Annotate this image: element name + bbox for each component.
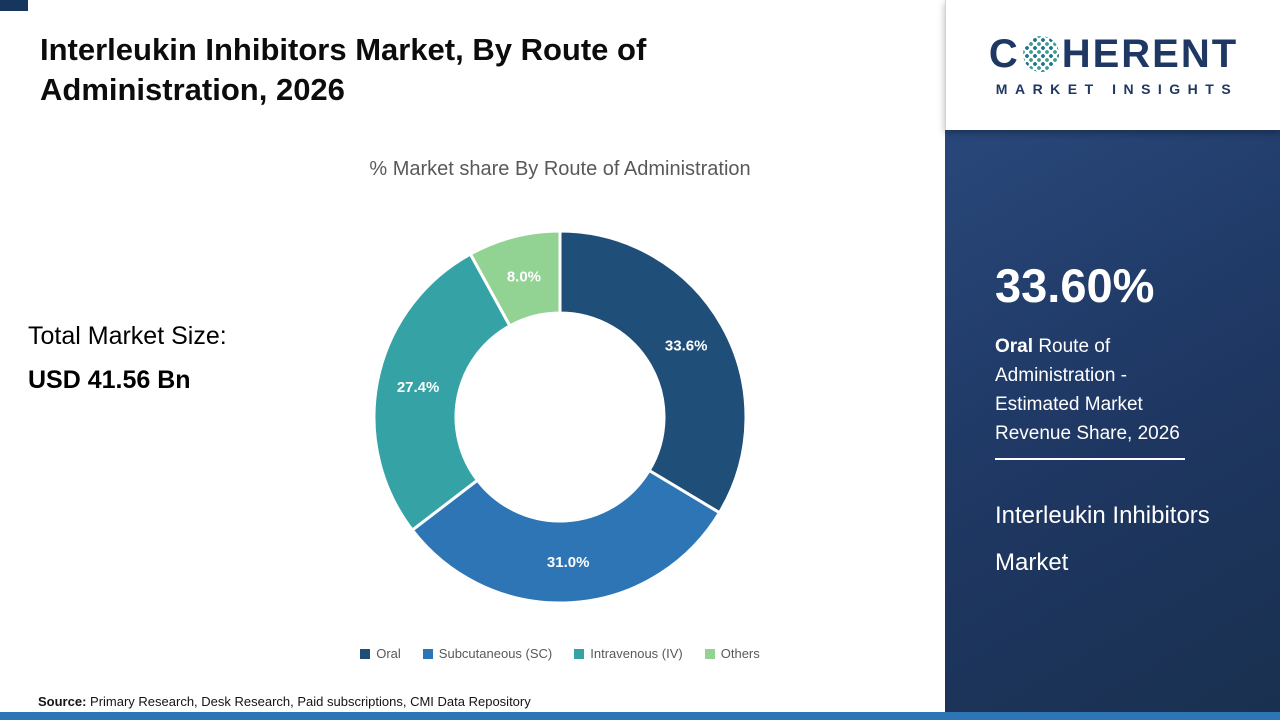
logo-letter-c: C (988, 31, 1020, 76)
logo-wordmark: C HERENT (989, 34, 1238, 74)
legend-swatch (704, 648, 715, 659)
donut-segment-subcutaneous-sc (410, 468, 722, 605)
dotted-globe-icon (1022, 35, 1059, 72)
stat-description: Oral Route of Administration - Estimated… (995, 332, 1213, 448)
legend-swatch (422, 648, 433, 659)
legend-swatch (360, 648, 371, 659)
panel-market-name: Interleukin Inhibitors Market (995, 502, 1210, 576)
logo-letters-rest: HERENT (1061, 31, 1239, 76)
logo-tagline: MARKET INSIGHTS (995, 80, 1239, 97)
corner-accent-bar (0, 0, 28, 11)
donut-segment-intravenous-iv (372, 251, 512, 533)
page-title: Interleukin Inhibitors Market, By Route … (40, 32, 647, 107)
donut-value-label: 31.0% (547, 554, 590, 571)
stat-value: 33.60% (995, 259, 1155, 312)
chart-subtitle: % Market share By Route of Administratio… (369, 158, 751, 180)
stat-description-rest: Route of Administration - Estimated Mark… (995, 336, 1180, 444)
source-label: Source: (38, 694, 87, 709)
bottom-accent-bar (0, 712, 1280, 720)
donut-value-label: 33.6% (665, 338, 708, 355)
source-text: Primary Research, Desk Research, Paid su… (90, 694, 531, 709)
legend-item: Subcutaneous (SC) (422, 646, 553, 661)
donut-segment-others (468, 229, 562, 328)
stat-description-bold: Oral (995, 336, 1034, 357)
legend-label: Subcutaneous (SC) (438, 646, 553, 661)
source-line: Source: Primary Research, Desk Research,… (38, 694, 531, 709)
donut-value-label: 8.0% (507, 269, 541, 286)
legend-label: Intravenous (IV) (590, 646, 683, 661)
chart-legend: Oral Subcutaneous (SC) Intravenous (IV) Oth… (140, 646, 980, 661)
total-market-size-label: Total Market Size: (28, 322, 227, 350)
legend-label: Others (720, 646, 760, 661)
donut-segment-oral (558, 229, 748, 515)
donut-chart: 33.6% 31.0% 27.4% 8.0% (372, 229, 748, 605)
legend-item: Others (704, 646, 760, 661)
company-logo: C HERENT MARKET INSIGHTS (945, 0, 1280, 130)
donut-value-label: 27.4% (397, 379, 440, 396)
legend-item: Oral (360, 646, 401, 661)
legend-item: Intravenous (IV) (574, 646, 683, 661)
legend-swatch (574, 648, 585, 659)
total-market-size-value: USD 41.56 Bn (28, 366, 191, 394)
legend-label: Oral (376, 646, 401, 661)
total-market-size: Total Market Size: USD 41.56 Bn (28, 322, 227, 395)
panel-divider (995, 458, 1185, 460)
